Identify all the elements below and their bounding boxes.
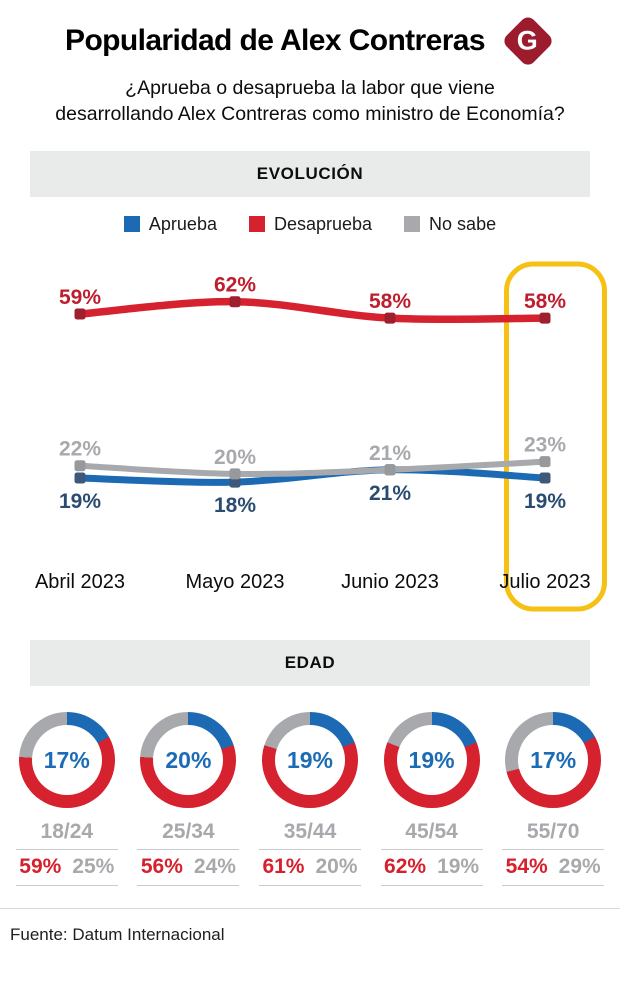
category-label-1: Mayo 2023 xyxy=(186,571,285,593)
data-point-no-sabe-2 xyxy=(384,464,396,476)
donut-chart-55-70: 17% xyxy=(505,712,602,809)
legend-item-desaprueba: Desaprueba xyxy=(248,213,373,235)
line-series-desaprueba xyxy=(76,298,549,324)
value-label-no-sabe-0: 22% xyxy=(59,438,101,461)
legend-label: Aprueba xyxy=(148,213,217,234)
age-range-label: 35/44 xyxy=(283,820,337,844)
subtitle-line-1: ¿Aprueba o desaprueba la labor que viene xyxy=(125,77,495,99)
divider xyxy=(258,849,361,851)
donut-center-value: 17% xyxy=(43,746,90,773)
divider xyxy=(502,885,605,887)
divider xyxy=(15,885,118,887)
donut-center-value: 19% xyxy=(286,746,333,773)
line-series-no-sabe xyxy=(77,459,548,478)
desaprueba-percent: 59% xyxy=(19,855,62,879)
donut-chart-25-34: 20% xyxy=(140,712,237,809)
data-point-aprueba-0 xyxy=(74,472,86,484)
data-point-no-sabe-1 xyxy=(229,468,241,480)
category-label-0: Abril 2023 xyxy=(35,571,125,593)
no-sabe-percent: 25% xyxy=(72,855,115,879)
value-label-no-sabe-3: 23% xyxy=(524,434,566,457)
age-group-25-34: 20% 25/34 56% 24% xyxy=(128,712,250,887)
no-sabe-percent: 24% xyxy=(193,855,236,879)
age-range-label: 18/24 xyxy=(40,820,94,844)
chart-legend: Aprueba Desaprueba No sabe xyxy=(0,213,620,235)
legend-label: Desaprueba xyxy=(273,213,373,234)
source-footer: Fuente: Datum Internacional xyxy=(0,908,620,945)
age-range-label: 55/70 xyxy=(526,820,580,844)
subtitle-line-2: desarrollando Alex Contreras como minist… xyxy=(55,102,565,125)
desaprueba-percent: 54% xyxy=(505,855,548,879)
legend-swatch-icon xyxy=(404,216,421,233)
donut-chart-18-24: 17% xyxy=(18,712,115,809)
value-label-no-sabe-2: 21% xyxy=(369,442,411,465)
age-group-45-54: 19% 45/54 62% 19% xyxy=(371,712,493,887)
value-label-desaprueba-0: 59% xyxy=(59,286,101,309)
evolution-line-chart: 19% 18% 21% 19% 22% 20% 21% 23% 59% 62% 58% 58% Abri… xyxy=(35,261,607,612)
data-point-no-sabe-0 xyxy=(74,460,86,472)
donut-center-value: 19% xyxy=(408,746,455,773)
header: Popularidad de Alex Contreras G xyxy=(0,12,620,70)
data-point-no-sabe-3 xyxy=(539,456,551,468)
age-donut-charts: 17% 18/24 59% 25% 20% 25/34 56% 24% 19% 35/44 61% 2… xyxy=(0,712,620,887)
gestion-logo-icon: G xyxy=(501,14,555,68)
value-label-aprueba-3: 19% xyxy=(524,490,566,513)
donut-chart-35-44: 19% xyxy=(261,712,358,809)
divider xyxy=(258,885,361,887)
no-sabe-percent: 19% xyxy=(437,855,480,879)
legend-item-aprueba: Aprueba xyxy=(123,213,217,235)
age-range-label: 25/34 xyxy=(162,820,215,844)
legend-item-no-sabe: No sabe xyxy=(404,214,496,235)
value-label-aprueba-1: 18% xyxy=(214,495,256,518)
divider xyxy=(137,849,240,851)
pct-row: 61% 20% xyxy=(262,855,357,879)
page-title: Popularidad de Alex Contreras xyxy=(65,24,486,57)
age-range-label: 45/54 xyxy=(405,820,458,844)
pct-row: 56% 24% xyxy=(141,855,236,879)
desaprueba-percent: 61% xyxy=(262,855,305,879)
subtitle: ¿Aprueba o desaprueba la labor que viene… xyxy=(0,76,620,127)
age-group-18-24: 17% 18/24 59% 25% xyxy=(6,712,128,887)
highlight-box-julio-2023 xyxy=(504,261,607,612)
value-label-desaprueba-1: 62% xyxy=(214,274,256,297)
value-label-no-sabe-1: 20% xyxy=(214,446,256,469)
donut-center-value: 17% xyxy=(530,746,577,773)
divider xyxy=(15,849,118,851)
value-label-aprueba-2: 21% xyxy=(369,482,411,505)
data-point-aprueba-3 xyxy=(539,472,551,484)
data-point-desaprueba-0 xyxy=(74,308,86,320)
divider xyxy=(380,849,483,851)
desaprueba-percent: 56% xyxy=(140,855,183,879)
pct-row: 59% 25% xyxy=(19,855,114,879)
category-label-3: Julio 2023 xyxy=(499,571,590,593)
data-point-desaprueba-3 xyxy=(539,313,551,325)
age-group-55-70: 17% 55/70 54% 29% xyxy=(492,712,614,887)
no-sabe-percent: 29% xyxy=(558,855,601,879)
category-label-2: Junio 2023 xyxy=(341,571,439,593)
age-group-35-44: 19% 35/44 61% 20% xyxy=(249,712,371,887)
value-label-desaprueba-3: 58% xyxy=(524,291,566,314)
donut-center-value: 20% xyxy=(165,746,212,773)
pct-row: 62% 19% xyxy=(384,855,479,879)
donut-chart-45-54: 19% xyxy=(383,712,480,809)
divider xyxy=(137,885,240,887)
value-label-aprueba-0: 19% xyxy=(59,490,101,513)
divider xyxy=(502,849,605,851)
section-header-evolucion: EVOLUCIÓN xyxy=(30,151,590,198)
data-point-desaprueba-1 xyxy=(229,296,241,308)
no-sabe-percent: 20% xyxy=(315,855,358,879)
desaprueba-percent: 62% xyxy=(384,855,427,879)
pct-row: 54% 29% xyxy=(506,855,601,879)
logo-letter: G xyxy=(517,25,539,56)
legend-swatch-icon xyxy=(248,216,265,233)
divider xyxy=(380,885,483,887)
data-point-desaprueba-2 xyxy=(384,313,396,325)
value-label-desaprueba-2: 58% xyxy=(369,291,411,314)
legend-label: No sabe xyxy=(429,213,497,234)
section-header-edad: EDAD xyxy=(30,640,590,687)
legend-swatch-icon xyxy=(123,216,140,233)
